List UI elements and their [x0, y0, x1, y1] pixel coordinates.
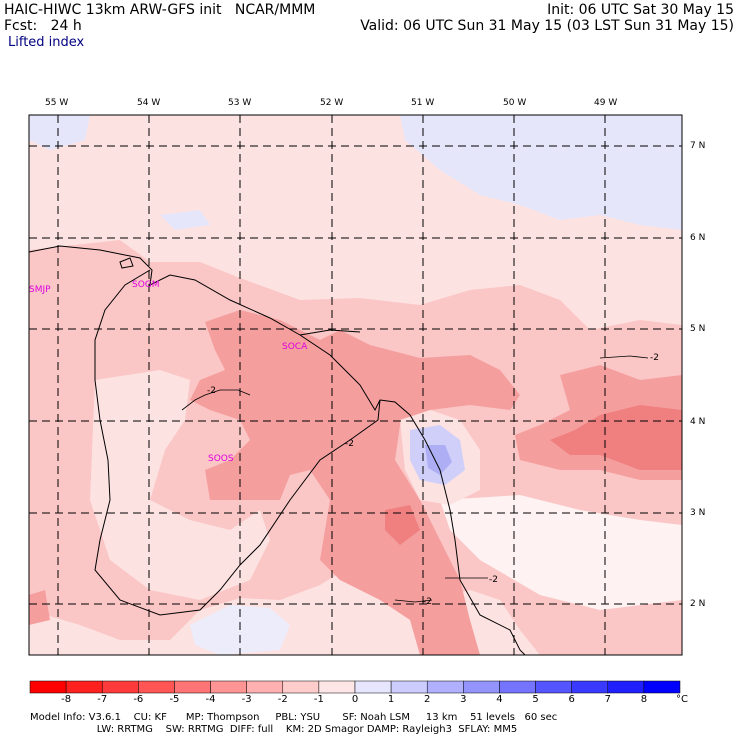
lat-label: 4 N [690, 417, 706, 427]
contour-label: -2 [423, 597, 432, 607]
colorbar-unit: °C [676, 694, 688, 705]
island [119, 257, 134, 269]
colorbar-swatch [138, 680, 175, 694]
colorbar [29, 680, 681, 694]
lat-label: 7 N [690, 141, 706, 151]
forecast-hour: Fcst: 24 h [4, 18, 82, 34]
lon-label: 52 W [320, 98, 344, 108]
colorbar-tick-label: -2 [277, 694, 288, 705]
colorbar-swatch [643, 680, 681, 694]
colorbar-swatch [390, 680, 428, 694]
contour-line [599, 355, 649, 359]
colorbar-tick-label: 0 [351, 694, 359, 705]
colorbar-tick-label: 3 [460, 694, 467, 705]
colorbar-swatch [29, 680, 67, 694]
shaded-region [550, 405, 682, 470]
init-time: Init: 06 UTC Sat 30 May 15 [547, 2, 734, 18]
contour-line [394, 599, 433, 603]
contour-label: -2 [650, 353, 659, 363]
colorbar-tick-label: 7 [604, 694, 611, 705]
lon-label: 49 W [594, 98, 618, 108]
lon-label: 54 W [137, 98, 161, 108]
station-label: SOCA [282, 342, 308, 352]
colorbar-tick-label: -5 [169, 694, 180, 705]
contour-label: -2 [489, 575, 498, 585]
colorbar-swatch [101, 680, 139, 694]
shaded-region [29, 115, 90, 150]
colorbar-tick-label: -8 [61, 694, 72, 705]
lat-label: 6 N [690, 233, 706, 243]
colorbar-tick-label: 5 [532, 694, 539, 705]
model-info-line1: Model Info: V3.6.1 CU: KF MP: Thompson P… [30, 712, 558, 723]
country-border [94, 269, 381, 616]
title-text: HAIC-HIWC 13km ARW-GFS init NCAR/MMM [4, 2, 316, 18]
colorbar-swatch [571, 680, 609, 694]
colorbar-swatch [499, 680, 536, 694]
map-frame [28, 114, 683, 656]
colorbar-tick-label: 6 [568, 694, 575, 705]
contour-label: -2 [345, 439, 354, 449]
lat-label: 2 N [690, 599, 706, 609]
graticule [29, 115, 682, 655]
shaded-region [160, 210, 210, 230]
colorbar-swatch [463, 680, 500, 694]
shaded-region [90, 370, 270, 600]
colorbar-tick-label: 4 [496, 694, 503, 705]
colorbar-swatch [607, 680, 645, 694]
lon-label: 55 W [45, 98, 69, 108]
colorbar-tick-label: 1 [387, 694, 395, 705]
lon-label: 53 W [228, 98, 252, 108]
colorbar-tick-label: -3 [241, 694, 252, 705]
station-label: SMJP [29, 285, 51, 295]
station-label: SOOS [208, 454, 234, 464]
shaded-region [29, 590, 50, 625]
lon-label: 51 W [411, 98, 435, 108]
colorbar-swatch [246, 680, 284, 694]
coastline [29, 245, 526, 655]
colorbar-swatch [282, 680, 320, 694]
colorbar-tick-label: -7 [97, 694, 108, 705]
colorbar-swatch [65, 680, 103, 694]
shaded-region [440, 495, 682, 610]
station-label: SOGM [132, 280, 160, 290]
field-name: Lifted index [8, 35, 85, 50]
valid-time: Valid: 06 UTC Sun 31 May 15 (03 LST Sun … [360, 18, 734, 34]
colorbar-swatch [535, 680, 572, 694]
colorbar-swatch [210, 680, 247, 694]
lon-label: 50 W [503, 98, 527, 108]
colorbar-tick-label: -6 [133, 694, 144, 705]
colorbar-tick-label: -1 [313, 694, 324, 705]
colorbar-swatch [354, 680, 392, 694]
shaded-region [190, 310, 520, 655]
colorbar-tick-label: -4 [205, 694, 216, 705]
colorbar-swatch [426, 680, 464, 694]
shaded-region [400, 115, 682, 230]
contour-label: -2 [207, 386, 216, 396]
colorbar-swatch [174, 680, 211, 694]
lat-label: 3 N [690, 508, 706, 518]
model-info-line2: LW: RRTMG SW: RRTMG DIFF: full KM: 2D Sm… [30, 724, 518, 735]
country-border [299, 329, 361, 336]
lat-label: 5 N [690, 324, 706, 334]
colorbar-swatch [318, 680, 356, 694]
shaded-region [385, 505, 420, 545]
colorbar-tick-label: 8 [640, 694, 648, 705]
colorbar-tick-label: 2 [424, 694, 431, 705]
